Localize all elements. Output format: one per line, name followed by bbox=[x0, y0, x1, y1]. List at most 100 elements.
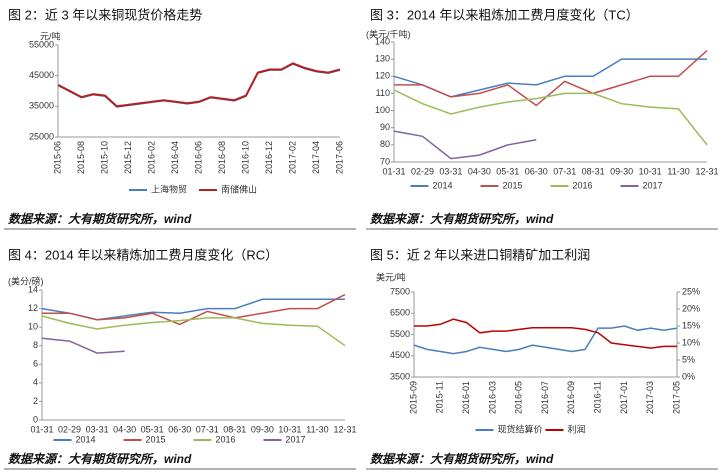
legend-label: 利润 bbox=[568, 423, 586, 434]
axis-unit: 美元/吨 bbox=[376, 271, 406, 282]
legend-label: 2017 bbox=[643, 180, 663, 190]
y-tick-label: 140 bbox=[375, 36, 390, 46]
x-tick-label: 10-31 bbox=[639, 166, 662, 176]
x-tick-label: 07-31 bbox=[553, 166, 576, 176]
x-tick-label: 2016-09 bbox=[566, 381, 576, 414]
axis-unit: (美分/磅) bbox=[8, 275, 44, 286]
y-tick-label: 10 bbox=[28, 322, 38, 332]
series-line bbox=[57, 62, 341, 108]
y-tick-label: 130 bbox=[375, 54, 390, 64]
y-tick-label: 80 bbox=[380, 139, 390, 149]
series-line bbox=[393, 130, 537, 160]
legend-label: 2017 bbox=[286, 434, 306, 444]
x-tick-label: 01-31 bbox=[382, 166, 405, 176]
x-tick-label: 2016-11 bbox=[592, 381, 602, 413]
y2-tick-label: 5% bbox=[682, 354, 695, 364]
y-tick-label: 8 bbox=[33, 340, 38, 350]
x-tick-label: 2017-02 bbox=[287, 141, 297, 174]
y-tick-label: 120 bbox=[375, 71, 390, 81]
x-tick-label: 2017-03 bbox=[645, 381, 655, 414]
x-tick-label: 2016-05 bbox=[514, 381, 524, 414]
x-tick-label: 07-31 bbox=[196, 424, 219, 434]
y2-tick-label: 20% bbox=[682, 303, 700, 313]
x-tick-label: 2015-06 bbox=[52, 141, 62, 174]
legend-label: 南储佛山 bbox=[221, 183, 257, 194]
y-tick-label: 5500 bbox=[390, 329, 410, 339]
x-tick-label: 2016-12 bbox=[264, 141, 274, 174]
legend-label: 2016 bbox=[573, 180, 593, 190]
x-tick-label: 06-30 bbox=[168, 424, 191, 434]
y-tick-label: 4 bbox=[33, 377, 38, 387]
series-line bbox=[393, 58, 707, 98]
y-tick-label: 6 bbox=[33, 359, 38, 369]
chart-panel: 图 3：2014 年以来粗炼加工费月度变化（TC） (美元/千吨) 70 80 90 10… bbox=[366, 7, 719, 230]
x-tick-label: 10-31 bbox=[278, 424, 301, 434]
source-note: 数据来源：大有期货研究所，wind bbox=[8, 212, 192, 226]
legend-label: 2014 bbox=[76, 434, 96, 444]
series-line bbox=[393, 89, 708, 146]
x-tick-label: 03-31 bbox=[86, 424, 109, 434]
x-tick-label: 2017-01 bbox=[619, 381, 629, 414]
legend-label: 现货结算价 bbox=[498, 423, 543, 434]
x-tick-label: 12-31 bbox=[333, 424, 356, 434]
x-tick-label: 05-31 bbox=[496, 166, 519, 176]
legend-label: 上海物贸 bbox=[151, 183, 187, 194]
y-tick-label: 35000 bbox=[29, 101, 54, 111]
x-tick-label: 08-31 bbox=[223, 424, 246, 434]
series-line bbox=[41, 337, 125, 354]
legend-label: 2014 bbox=[433, 180, 453, 190]
x-tick-label: 04-30 bbox=[468, 166, 491, 176]
x-tick-label: 01-31 bbox=[30, 424, 53, 434]
x-tick-label: 06-30 bbox=[525, 166, 548, 176]
x-tick-label: 2015-08 bbox=[76, 141, 86, 174]
y-tick-label: 4500 bbox=[390, 350, 410, 360]
x-tick-label: 05-31 bbox=[141, 424, 164, 434]
chart-title: 图 4：2014 年以来精炼加工费月度变化（RC） bbox=[8, 247, 278, 262]
axis-unit: 元/吨 bbox=[40, 30, 61, 41]
series-line bbox=[414, 318, 677, 349]
x-tick-label: 2017-06 bbox=[334, 141, 344, 174]
y-tick-label: 70 bbox=[380, 156, 390, 166]
series-line bbox=[42, 293, 346, 326]
series-line bbox=[41, 315, 346, 347]
y2-tick-label: 25% bbox=[682, 286, 700, 296]
y-tick-label: 0 bbox=[33, 414, 38, 424]
chart-title: 图 3：2014 年以来粗炼加工费月度变化（TC） bbox=[370, 7, 639, 22]
x-tick-label: 2016-06 bbox=[193, 141, 203, 174]
x-tick-label: 2016-08 bbox=[217, 141, 227, 174]
x-tick-label: 12-31 bbox=[695, 166, 718, 176]
x-tick-label: 2016-01 bbox=[461, 381, 471, 414]
legend-label: 2015 bbox=[146, 434, 166, 444]
y-tick-label: 55000 bbox=[29, 39, 54, 49]
y-tick-label: 12 bbox=[28, 303, 38, 313]
y-tick-label: 90 bbox=[380, 122, 390, 132]
y-tick-label: 110 bbox=[376, 88, 390, 98]
x-tick-label: 2017-05 bbox=[671, 381, 681, 414]
legend-label: 2015 bbox=[503, 180, 523, 190]
axis-unit: (美元/千吨) bbox=[366, 28, 411, 39]
source-note: 数据来源：大有期货研究所，wind bbox=[370, 452, 554, 466]
y2-tick-label: 10% bbox=[682, 337, 700, 347]
series-line bbox=[57, 63, 341, 108]
x-tick-label: 02-29 bbox=[58, 424, 81, 434]
y-tick-label: 7500 bbox=[390, 286, 410, 296]
x-tick-label: 2015-11 bbox=[435, 381, 445, 413]
y-tick-label: 14 bbox=[28, 284, 38, 294]
x-tick-label: 2016-02 bbox=[146, 141, 156, 174]
x-tick-label: 2015-10 bbox=[99, 141, 109, 174]
source-note: 数据来源：大有期货研究所，wind bbox=[8, 452, 192, 466]
y-tick-label: 6500 bbox=[390, 308, 410, 318]
y-tick-label: 45000 bbox=[29, 70, 54, 80]
y-tick-label: 2 bbox=[33, 396, 38, 406]
chart-title: 图 5：近 2 年以来进口铜精矿加工利润 bbox=[370, 247, 590, 262]
series-line bbox=[413, 325, 678, 355]
x-tick-label: 11-30 bbox=[306, 424, 328, 434]
y2-tick-label: 15% bbox=[682, 320, 700, 330]
source-note: 数据来源：大有期货研究所，wind bbox=[370, 212, 554, 226]
x-tick-label: 2016-03 bbox=[487, 381, 497, 414]
x-tick-label: 2015-09 bbox=[408, 381, 418, 414]
x-tick-label: 02-29 bbox=[411, 166, 434, 176]
